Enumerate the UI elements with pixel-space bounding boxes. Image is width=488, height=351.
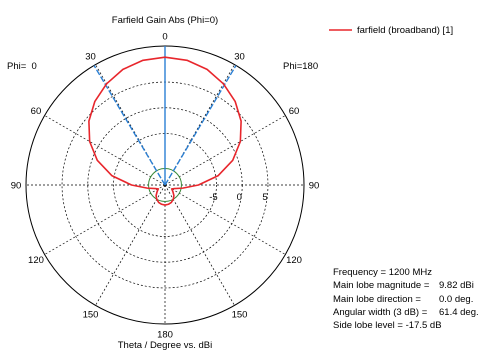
direction-label: Main lobe direction = (333, 293, 421, 305)
direction-value: 0.0 deg. (439, 293, 474, 305)
radial-tick-label: -5 (209, 192, 217, 203)
angle-label: 120 (28, 255, 44, 266)
grid-spoke (44, 184, 166, 255)
grid-spoke (44, 115, 166, 186)
radial-tick-label: 5 (262, 192, 267, 203)
angle-label: 150 (232, 310, 248, 321)
grid-spoke (95, 64, 166, 186)
radial-tick-label: 0 (237, 192, 242, 203)
angle-label: 150 (83, 310, 99, 321)
gain-curve (88, 56, 242, 206)
radial-tick-labels: -5 0 5 (209, 192, 267, 203)
phi0-label: Phi= 0 (7, 61, 37, 72)
legend-label: farfield (broadband) [1] (357, 25, 453, 36)
chart-title: Farfield Gain Abs (Phi=0) (112, 15, 218, 26)
magnitude-value: 9.82 dBi (439, 280, 474, 292)
angle-label: 90 (11, 181, 22, 192)
angle-label: 30 (85, 51, 96, 62)
width-row: Angular width (3 dB) = 61.4 deg. (333, 306, 479, 319)
angle-label: 0 (162, 32, 167, 43)
width-label: Angular width (3 dB) = (333, 306, 428, 318)
sidelobe-text: Side lobe level = -17.5 dB (333, 320, 442, 332)
axis-caption: Theta / Degree vs. dBi (118, 340, 213, 351)
phi180-label: Phi=180 (283, 61, 318, 72)
angle-label: 30 (234, 51, 245, 62)
direction-row: Main lobe direction = 0.0 deg. (333, 293, 473, 306)
angle-label: 60 (289, 106, 300, 117)
angle-labels: 0 30 60 90 120 150 180 150 120 90 60 30 (11, 32, 320, 341)
angle-label: 180 (157, 330, 173, 341)
magnitude-row: Main lobe magnitude = 9.82 dBi (333, 279, 474, 292)
width-value: 61.4 deg. (439, 306, 479, 318)
beamwidth-lines (93, 46, 237, 186)
grid-spoke (164, 184, 235, 306)
magnitude-label: Main lobe magnitude = (333, 280, 430, 292)
info-panel: Frequency = 1200 MHz Main lobe magnitude… (333, 266, 479, 332)
angle-label: 120 (286, 255, 302, 266)
grid-spoke (164, 184, 286, 255)
legend: farfield (broadband) [1] (329, 25, 453, 36)
grid-spoke (164, 115, 286, 186)
angle-label: 90 (309, 181, 320, 192)
frequency-text: Frequency = 1200 MHz (333, 267, 433, 278)
grid-spoke (95, 184, 166, 306)
series-farfield (88, 56, 242, 206)
grid-spoke (164, 64, 235, 186)
angle-label: 60 (31, 106, 42, 117)
grid-circle (113, 133, 217, 237)
